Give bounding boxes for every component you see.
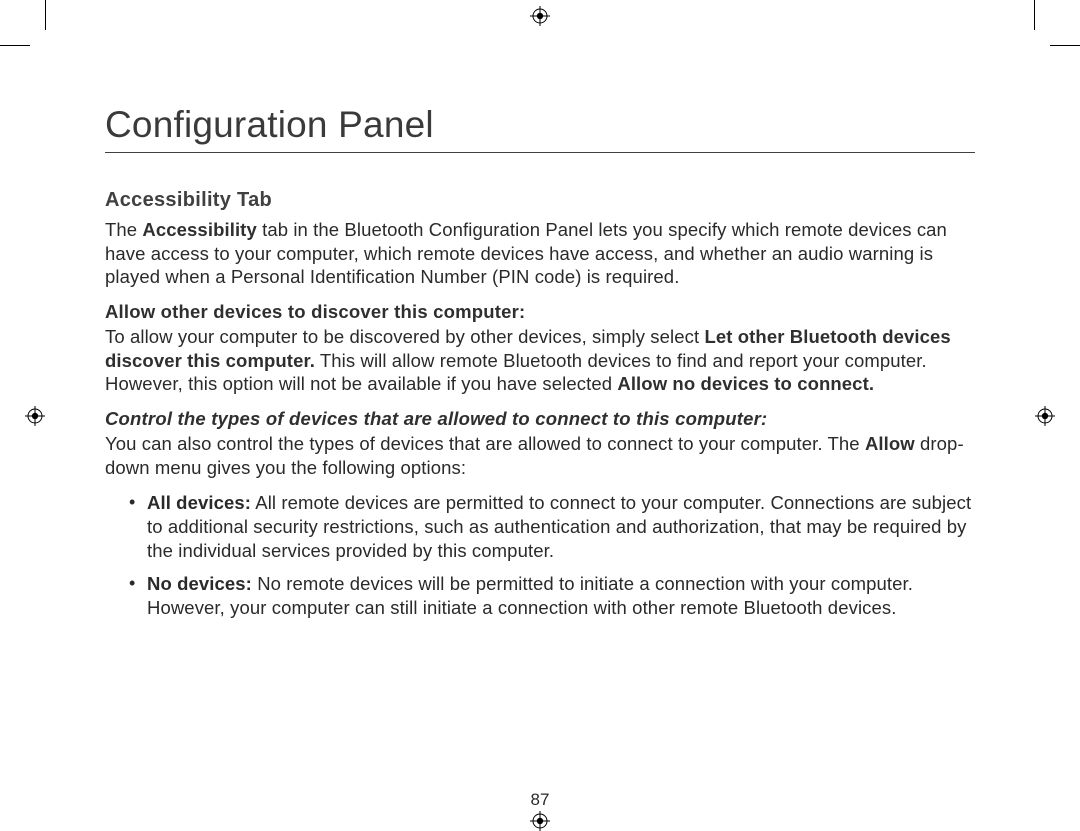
subheading-control-types: Control the types of devices that are al…: [105, 408, 975, 430]
list-item-label: No devices:: [147, 573, 252, 594]
crop-mark: [45, 0, 46, 30]
list-item-text: All remote devices are permitted to conn…: [147, 492, 971, 560]
crop-mark: [1050, 45, 1080, 46]
text: The: [105, 219, 142, 240]
page-content: Configuration Panel Accessibility Tab Th…: [105, 104, 975, 630]
registration-mark-icon: [530, 6, 550, 26]
paragraph-allow-discover: To allow your computer to be discovered …: [105, 325, 975, 396]
registration-mark-icon: [25, 406, 45, 426]
bold-text: Allow: [865, 433, 915, 454]
options-list: All devices: All remote devices are perm…: [105, 491, 975, 619]
list-item: All devices: All remote devices are perm…: [129, 491, 975, 562]
section-intro: The Accessibility tab in the Bluetooth C…: [105, 218, 975, 289]
page-number: 87: [0, 790, 1080, 810]
subheading-allow-discover: Allow other devices to discover this com…: [105, 301, 975, 323]
section-heading: Accessibility Tab: [105, 189, 975, 212]
registration-mark-icon: [530, 811, 550, 831]
list-item-text: No remote devices will be permitted to i…: [147, 573, 913, 618]
list-item-label: All devices:: [147, 492, 251, 513]
list-item: No devices: No remote devices will be pe…: [129, 572, 975, 619]
crop-mark: [0, 45, 30, 46]
bold-text: Allow no devices to connect.: [617, 373, 874, 394]
title-rule: [105, 152, 975, 153]
text: You can also control the types of device…: [105, 433, 865, 454]
page-title: Configuration Panel: [105, 104, 975, 146]
paragraph-control-types: You can also control the types of device…: [105, 432, 975, 479]
text: To allow your computer to be discovered …: [105, 326, 704, 347]
registration-mark-icon: [1035, 406, 1055, 426]
crop-mark: [1034, 0, 1035, 30]
bold-text: Accessibility: [142, 219, 256, 240]
